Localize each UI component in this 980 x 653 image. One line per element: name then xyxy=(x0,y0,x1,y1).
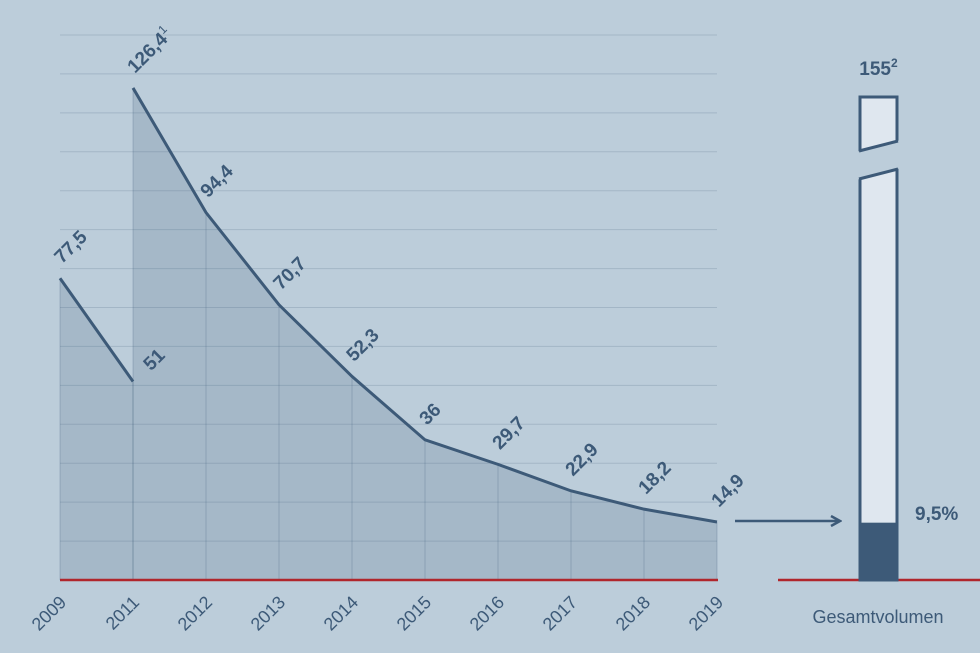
break-edge xyxy=(858,167,899,181)
x-tick-label: 2018 xyxy=(612,592,654,634)
data-label: 36 xyxy=(416,400,446,430)
x-tick-label: 2011 xyxy=(102,592,144,634)
line xyxy=(58,277,135,383)
share-bar xyxy=(860,522,897,580)
data-label-text: 52,3 xyxy=(343,325,384,366)
data-label-text: 14,9 xyxy=(708,471,749,512)
share-label: 9,5% xyxy=(915,504,958,525)
total-value: 155 xyxy=(859,59,891,80)
x-tick-label: 2017 xyxy=(539,592,581,634)
data-label-text: 77,5 xyxy=(51,227,92,268)
x-tick-label: 2013 xyxy=(247,592,289,634)
data-label-text: 22,9 xyxy=(562,439,603,480)
data-label: 52,3 xyxy=(343,325,384,366)
line xyxy=(131,87,718,524)
category-label: Gesamtvolumen xyxy=(812,607,943,627)
data-label: 18,2 xyxy=(635,458,676,499)
data-label: 77,5 xyxy=(51,227,92,268)
data-label: 94,4 xyxy=(197,161,238,202)
area xyxy=(133,87,717,580)
x-tick-label: 2009 xyxy=(28,592,70,634)
data-label-text: 94,4 xyxy=(197,161,238,202)
data-label-text: 29,7 xyxy=(489,413,530,454)
data-label: 70,7 xyxy=(270,253,311,294)
x-tick-label: 2012 xyxy=(174,592,216,634)
data-label-text: 36 xyxy=(416,400,446,430)
data-label: 22,9 xyxy=(562,439,603,480)
data-label-text: 70,7 xyxy=(270,253,311,294)
x-tick-label: 2016 xyxy=(466,592,508,634)
footnote: 2 xyxy=(891,56,898,70)
x-tick-label: 2015 xyxy=(393,592,435,634)
data-label: 14,9 xyxy=(708,471,749,512)
x-tick-label: 2019 xyxy=(685,592,727,634)
total-label: 1552 xyxy=(859,56,898,80)
data-label: 126,41 xyxy=(122,22,178,78)
x-tick-label: 2014 xyxy=(320,592,362,634)
data-label: 29,7 xyxy=(489,413,530,454)
area xyxy=(60,278,133,580)
break-edge xyxy=(858,139,899,153)
data-label-text: 18,2 xyxy=(635,458,676,499)
